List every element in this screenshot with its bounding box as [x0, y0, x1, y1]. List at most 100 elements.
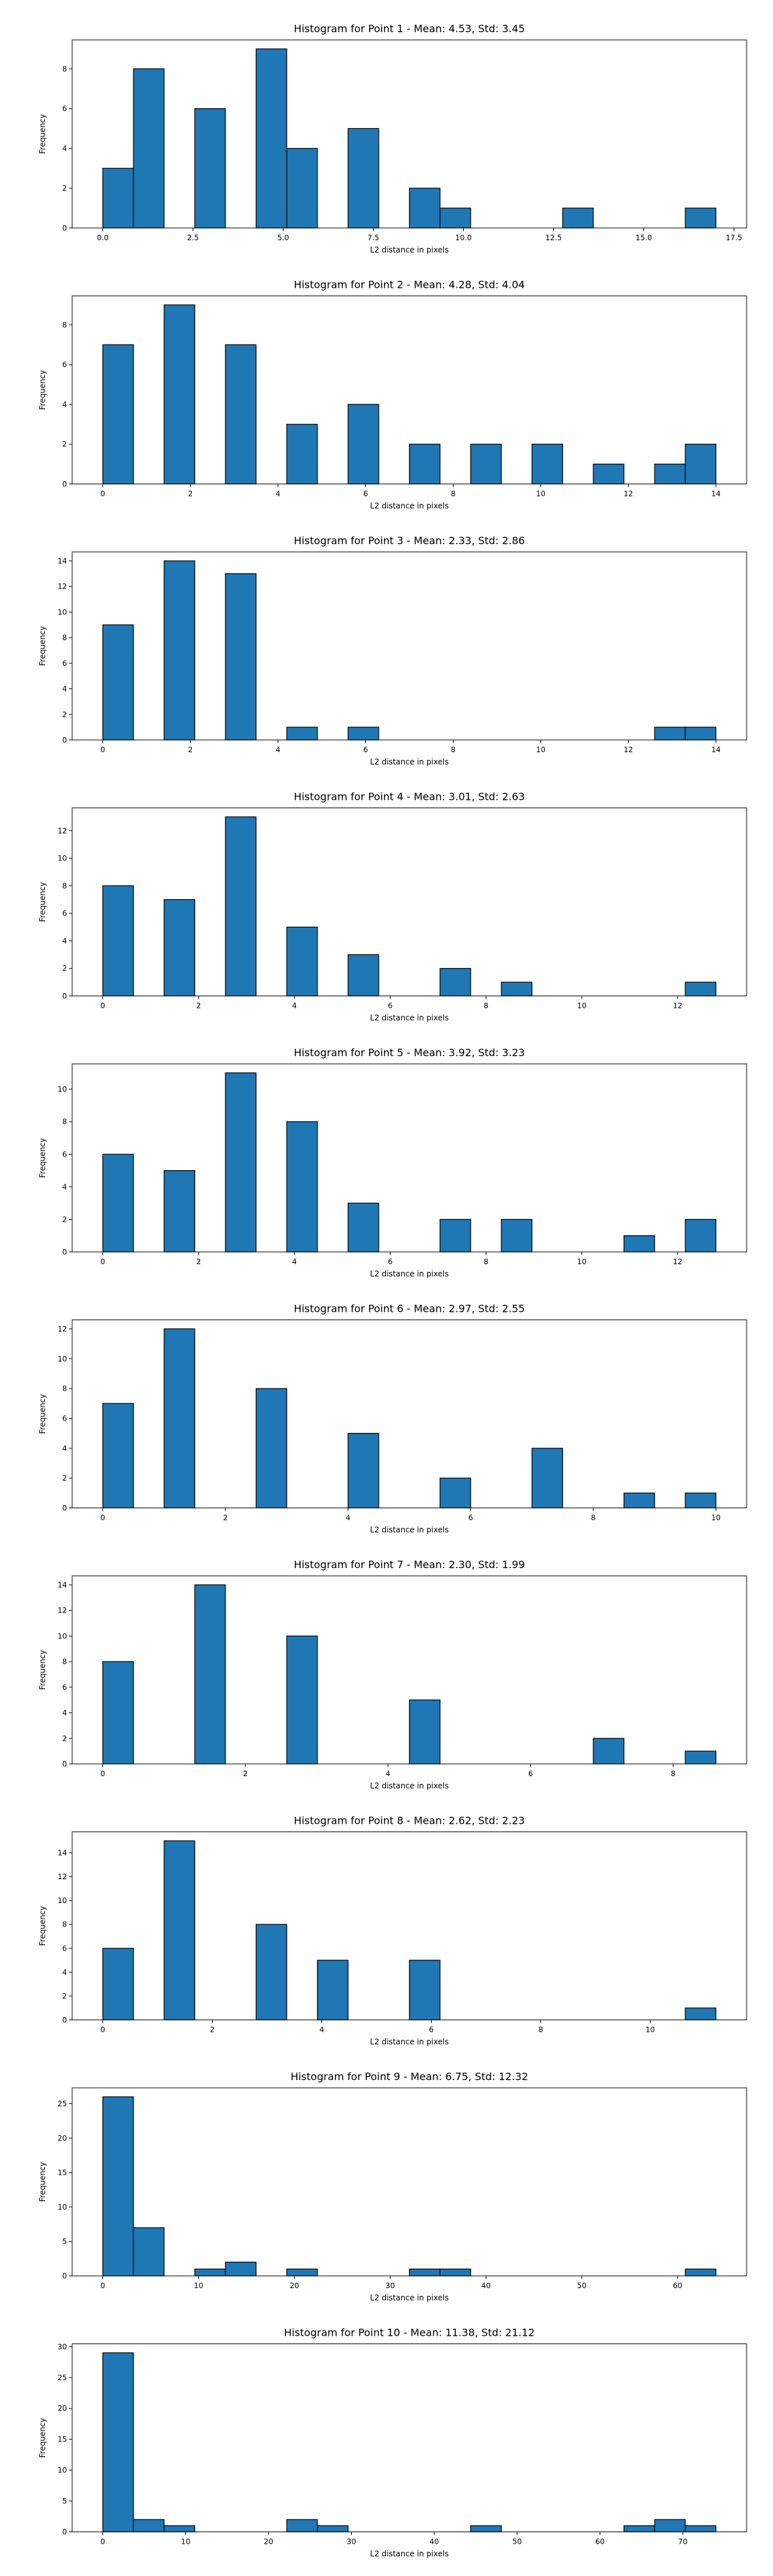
y-tick-label: 12: [57, 1324, 67, 1333]
x-tick-label: 30: [385, 2281, 395, 2290]
histogram-bar: [164, 1328, 195, 1509]
bar-group: [102, 816, 717, 997]
x-tick-label: 12: [624, 745, 633, 754]
histogram-bar: [164, 899, 195, 997]
y-tick-label: 14: [57, 556, 67, 565]
histogram-bar: [317, 1960, 348, 2021]
x-tick-label: 0.0: [97, 233, 108, 242]
y-tick-label: 2: [62, 710, 67, 719]
x-axis-label: L2 distance in pixels: [370, 2550, 448, 2559]
x-tick-label: 8: [484, 1001, 488, 1010]
histogram-subplot: Histogram for Point 3 - Mean: 2.33, Std:…: [38, 535, 747, 766]
histogram-bar: [439, 968, 472, 997]
x-tick-label: 0: [100, 2281, 105, 2290]
y-tick-label: 8: [62, 633, 67, 642]
histogram-bar: [685, 981, 717, 997]
x-tick-label: 12: [624, 489, 633, 498]
histogram-bar: [347, 726, 379, 741]
x-tick-label: 10: [711, 1513, 721, 1522]
x-tick-label: 5.0: [277, 233, 289, 242]
y-tick-label: 2: [62, 964, 67, 973]
y-tick-label: 12: [57, 582, 67, 591]
y-tick-label: 0: [62, 1759, 67, 1768]
x-tick-label: 6: [528, 1769, 533, 1778]
x-tick-label: 10: [536, 745, 546, 754]
histogram-bar: [685, 726, 717, 741]
bar-group: [102, 1584, 717, 1765]
x-tick-label: 2: [243, 1769, 247, 1778]
axes-frame: [72, 39, 747, 229]
histogram-bar: [654, 2519, 686, 2533]
x-tick-label: 4: [276, 745, 280, 754]
histogram-bar: [531, 444, 564, 485]
x-tick-label: 8: [451, 489, 455, 498]
y-tick-label: 6: [62, 360, 67, 369]
x-tick-label: 6: [388, 1257, 392, 1266]
y-axis-label: Frequency: [38, 1906, 47, 1946]
x-tick-label: 0: [100, 2025, 105, 2034]
histogram-bar: [286, 1635, 318, 1765]
x-tick-label: 2: [188, 745, 193, 754]
y-tick-label: 10: [57, 1084, 67, 1094]
histogram-bar: [102, 167, 134, 229]
x-tick-label: 0: [100, 745, 105, 754]
histogram-bar: [685, 2525, 717, 2533]
y-tick-label: 6: [62, 909, 67, 918]
y-axis-label: Frequency: [38, 1650, 47, 1690]
y-tick-label: 12: [57, 1606, 67, 1615]
y-tick-label: 25: [57, 2373, 67, 2382]
y-tick-label: 10: [57, 1354, 67, 1363]
histogram-bar: [255, 1924, 287, 2021]
x-tick-label: 6: [468, 1513, 473, 1522]
histogram-bar: [439, 2268, 472, 2277]
x-axis-label: L2 distance in pixels: [370, 245, 448, 254]
y-axis-label: Frequency: [38, 114, 47, 154]
histogram-bar: [286, 2268, 318, 2277]
histogram-bar: [102, 1947, 134, 2021]
y-tick-label: 6: [62, 1414, 67, 1423]
histogram-bar: [347, 128, 379, 229]
histogram-bar: [225, 1072, 257, 1253]
bar-group: [102, 1840, 717, 2021]
y-tick-label: 10: [57, 1631, 67, 1640]
x-axis-label: L2 distance in pixels: [370, 2293, 448, 2302]
histogram-bar: [408, 1960, 441, 2021]
histogram-bar: [408, 1700, 441, 1765]
x-tick-label: 14: [711, 745, 721, 754]
bar-group: [102, 2096, 717, 2277]
subplot-title: Histogram for Point 2 - Mean: 4.28, Std:…: [294, 279, 525, 291]
y-axis-label: Frequency: [38, 1394, 47, 1434]
x-tick-label: 2: [196, 1001, 201, 1010]
y-tick-label: 15: [57, 2435, 67, 2444]
histogram-subplot: Histogram for Point 1 - Mean: 4.53, Std:…: [38, 23, 747, 254]
x-axis-label: L2 distance in pixels: [370, 1526, 448, 1535]
x-tick-label: 0: [100, 2537, 105, 2546]
y-tick-label: 20: [57, 2404, 67, 2413]
histogram-bar: [194, 2268, 226, 2277]
y-tick-label: 8: [62, 881, 67, 890]
histogram-subplot: Histogram for Point 2 - Mean: 4.28, Std:…: [38, 279, 747, 511]
histogram-bar: [102, 2096, 134, 2277]
histogram-bar: [408, 187, 441, 229]
y-tick-label: 0: [62, 2271, 67, 2280]
y-tick-label: 8: [62, 64, 67, 73]
y-tick-label: 4: [62, 400, 67, 409]
y-tick-label: 4: [62, 1182, 67, 1191]
histogram-bar: [286, 147, 318, 229]
histogram-bar: [286, 424, 318, 485]
y-tick-label: 14: [57, 1848, 67, 1857]
y-tick-label: 0: [62, 223, 67, 232]
histogram-bar: [501, 1218, 533, 1253]
histogram-bar: [501, 981, 533, 997]
y-axis-label: Frequency: [38, 1138, 47, 1178]
histogram-subplot: Histogram for Point 4 - Mean: 3.01, Std:…: [38, 791, 747, 1023]
histogram-bar: [133, 68, 165, 229]
x-tick-label: 50: [512, 2537, 522, 2546]
x-tick-label: 60: [673, 2281, 683, 2290]
histogram-bar: [685, 1750, 717, 1765]
histogram-bar: [102, 2352, 134, 2533]
y-axis-label: Frequency: [38, 626, 47, 666]
y-tick-label: 5: [62, 2497, 67, 2506]
x-tick-label: 10: [194, 2281, 204, 2290]
